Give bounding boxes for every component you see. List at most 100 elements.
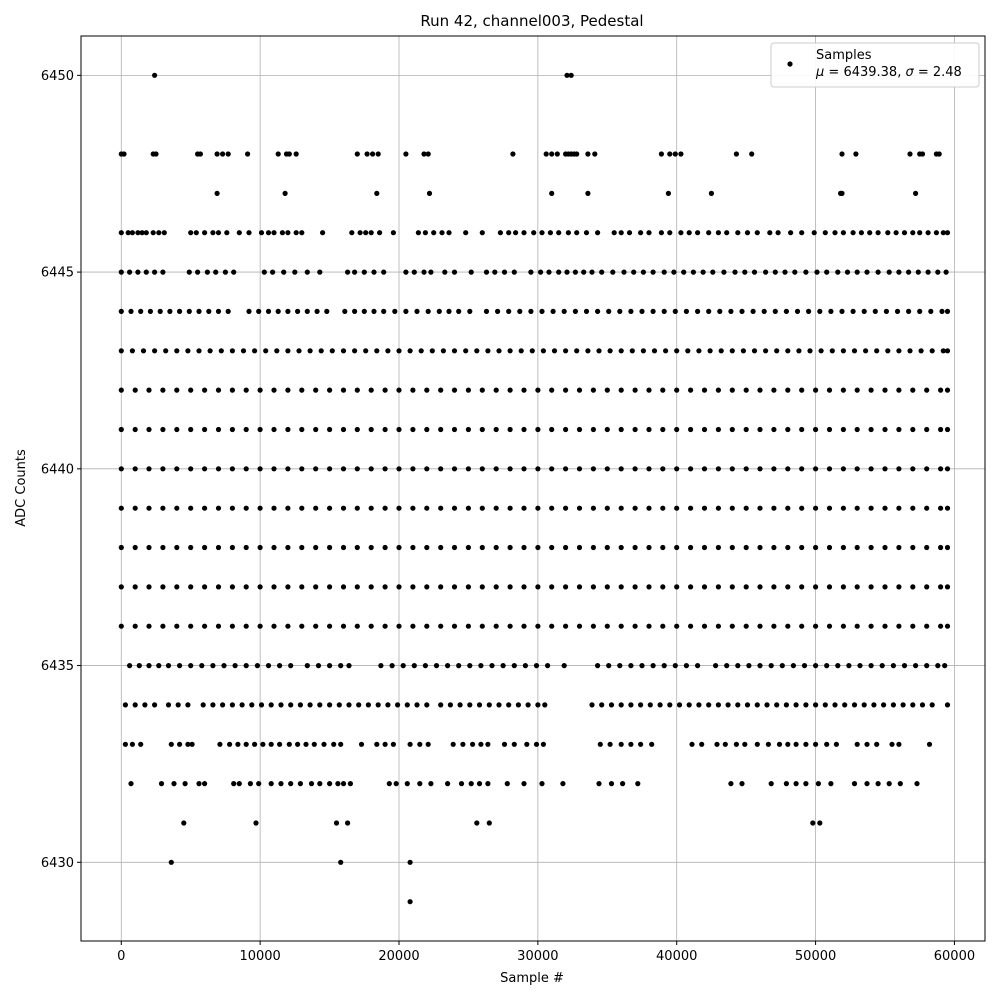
- data-point: [595, 663, 601, 669]
- data-point: [451, 623, 458, 629]
- data-point: [425, 741, 431, 747]
- data-point: [160, 584, 166, 590]
- data-point: [340, 584, 347, 590]
- data-point: [352, 348, 358, 354]
- data-point: [507, 348, 513, 354]
- data-point: [783, 702, 790, 708]
- data-point: [944, 702, 951, 708]
- data-point: [549, 387, 555, 393]
- data-point: [451, 466, 458, 472]
- data-point: [327, 663, 333, 669]
- data-point: [118, 466, 124, 472]
- data-point: [533, 741, 540, 747]
- data-point: [813, 387, 819, 393]
- data-point: [735, 663, 741, 669]
- data-point: [839, 190, 845, 196]
- data-point: [868, 584, 874, 590]
- data-point: [438, 702, 444, 708]
- data-point: [327, 781, 333, 787]
- data-point: [118, 269, 124, 275]
- data-point: [901, 663, 908, 669]
- data-point: [906, 308, 912, 314]
- data-point: [917, 230, 923, 236]
- data-point: [368, 544, 374, 551]
- data-point: [618, 505, 624, 511]
- data-point: [236, 781, 242, 787]
- data-point: [646, 466, 652, 472]
- data-point: [231, 781, 237, 787]
- data-point: [881, 702, 887, 708]
- data-point: [785, 387, 791, 393]
- data-point: [393, 781, 399, 787]
- data-point: [389, 663, 395, 669]
- data-point: [128, 781, 134, 787]
- data-point: [743, 623, 749, 629]
- data-point: [896, 426, 902, 433]
- data-point: [428, 269, 434, 275]
- data-point: [186, 308, 192, 314]
- data-point: [395, 702, 401, 708]
- data-point: [835, 663, 841, 669]
- data-point: [768, 663, 774, 669]
- data-point: [576, 623, 583, 629]
- data-point: [129, 230, 135, 236]
- data-point: [549, 426, 555, 433]
- data-point: [535, 466, 541, 472]
- data-point: [868, 663, 874, 669]
- data-point: [363, 348, 369, 354]
- data-point: [757, 584, 763, 590]
- data-point: [717, 308, 723, 314]
- data-point: [403, 151, 409, 157]
- data-point: [507, 584, 513, 590]
- data-point: [243, 584, 249, 590]
- data-point: [685, 348, 691, 354]
- data-point: [739, 781, 745, 787]
- data-point: [252, 741, 258, 747]
- data-point: [451, 544, 458, 551]
- data-point: [563, 623, 569, 629]
- data-point: [168, 859, 174, 865]
- data-point: [733, 741, 740, 747]
- data-point: [604, 426, 610, 433]
- data-point: [229, 544, 235, 551]
- data-point: [403, 269, 409, 275]
- data-point: [160, 466, 166, 472]
- legend-stats: μ = 6439.38, σ = 2.48: [815, 65, 962, 80]
- data-point: [733, 151, 740, 157]
- data-point: [485, 781, 491, 787]
- data-point: [867, 230, 873, 236]
- data-point: [940, 348, 946, 354]
- data-point: [840, 426, 847, 433]
- data-point: [882, 426, 888, 433]
- data-point: [817, 820, 823, 826]
- data-point: [135, 230, 141, 236]
- data-point: [132, 426, 138, 433]
- data-point: [385, 348, 391, 354]
- data-point: [549, 151, 555, 157]
- data-point: [436, 308, 442, 314]
- data-point: [549, 466, 555, 472]
- data-point: [896, 544, 902, 551]
- data-point: [257, 466, 263, 472]
- data-point: [417, 781, 423, 787]
- data-point: [368, 466, 374, 472]
- data-point: [229, 466, 235, 472]
- data-point: [750, 308, 756, 314]
- data-point: [604, 505, 610, 511]
- data-point: [549, 584, 555, 590]
- data-point: [252, 348, 258, 354]
- data-point: [479, 505, 485, 511]
- data-point: [774, 348, 780, 354]
- data-point: [282, 190, 288, 196]
- data-point: [438, 623, 444, 629]
- data-point: [118, 584, 124, 590]
- data-point: [257, 623, 263, 629]
- data-point: [696, 348, 702, 354]
- data-point: [174, 505, 180, 511]
- data-point: [338, 741, 344, 747]
- data-point: [657, 702, 663, 708]
- data-point: [547, 230, 554, 236]
- data-point: [143, 230, 149, 236]
- data-point: [868, 426, 874, 433]
- data-point: [174, 623, 180, 629]
